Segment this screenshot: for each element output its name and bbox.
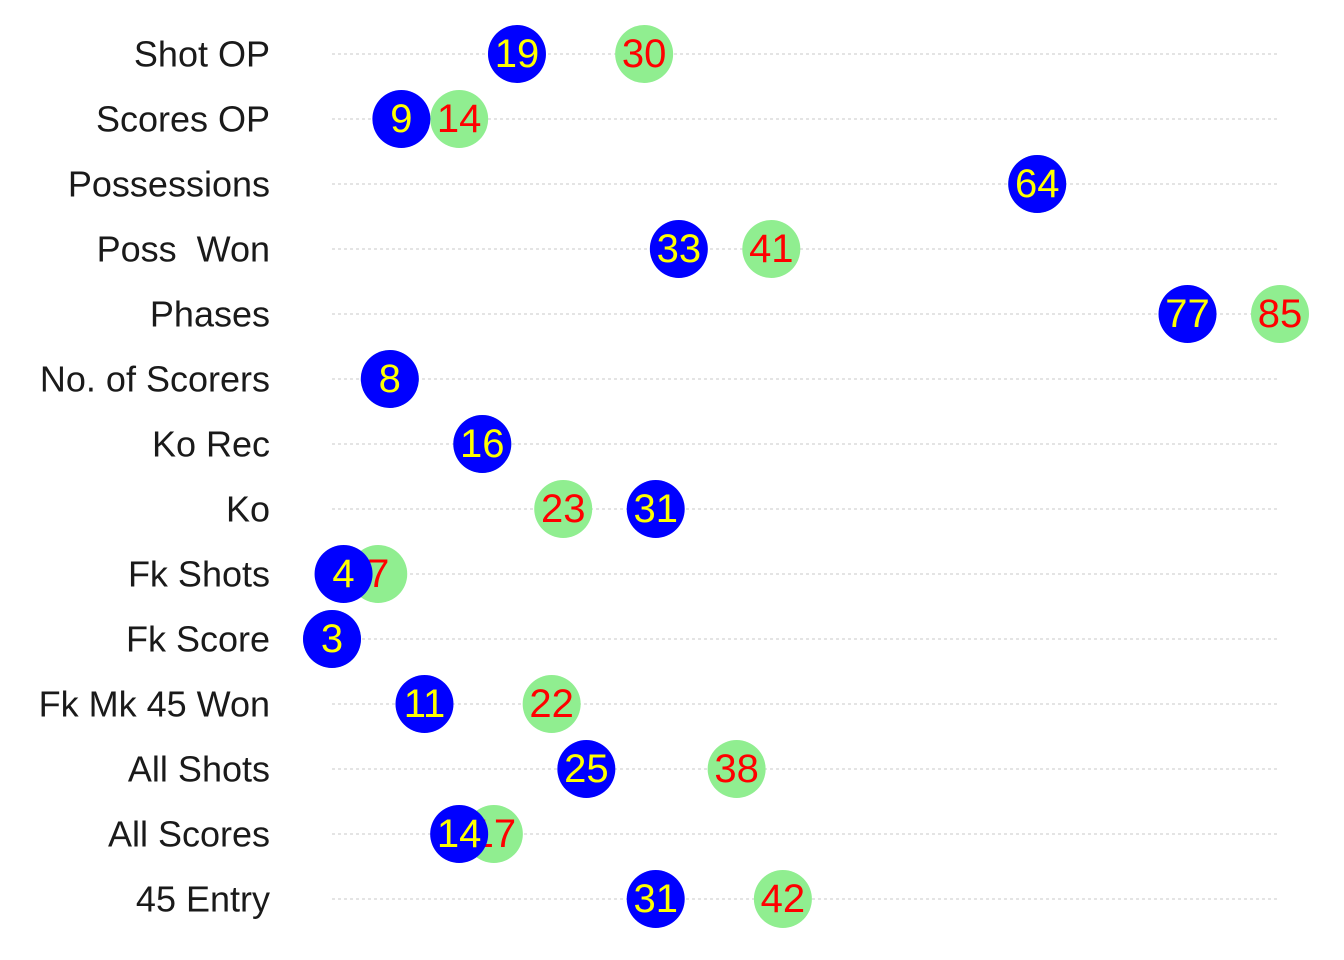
data-label: 42 <box>761 877 806 921</box>
data-label: 22 <box>529 682 574 726</box>
data-label: 14 <box>437 97 482 141</box>
data-point <box>1008 155 1067 213</box>
data-label: 85 <box>1258 292 1303 336</box>
category-label: Ko Rec <box>152 424 270 465</box>
data-points: 3014644185816237322381742199643377816314… <box>303 25 1309 928</box>
series-0: 3014644185816237322381742 <box>303 25 1309 928</box>
data-label: 4 <box>332 552 354 596</box>
grid-lines <box>332 53 1280 900</box>
category-labels: Shot OP Scores OP Possessions Poss Won Phase… <box>39 34 270 920</box>
category-label: 45 Entry <box>136 879 270 920</box>
data-label: 30 <box>622 32 667 76</box>
data-point <box>360 350 419 408</box>
data-point <box>615 25 674 83</box>
category-label: No. of Scorers <box>40 359 270 400</box>
data-point <box>487 25 546 83</box>
data-label: 11 <box>404 682 446 726</box>
data-label: 25 <box>564 747 609 791</box>
category-label: All Shots <box>128 749 270 790</box>
data-point <box>626 870 685 928</box>
data-label: 33 <box>657 227 702 271</box>
data-label: 77 <box>1165 292 1210 336</box>
category-label: Ko <box>226 489 270 530</box>
data-label: 41 <box>749 227 794 271</box>
data-label: 23 <box>541 487 586 531</box>
data-point <box>742 220 801 278</box>
data-point <box>707 740 766 798</box>
data-label: 31 <box>633 487 678 531</box>
data-point <box>372 90 431 148</box>
category-label: All Scores <box>108 814 270 855</box>
data-label: 38 <box>714 747 759 791</box>
data-point <box>430 805 489 863</box>
data-label: 7 <box>367 552 389 596</box>
category-label: Possessions <box>68 164 270 205</box>
category-label: Phases <box>150 294 270 335</box>
data-label: 16 <box>460 422 505 466</box>
data-label: 31 <box>633 877 678 921</box>
data-label: 9 <box>390 97 412 141</box>
data-point <box>395 675 454 733</box>
series-1: 19 9 64 33 77 8 16 31 4 3 11 25 14 31 <box>303 25 1217 928</box>
data-point <box>557 740 616 798</box>
data-point <box>626 480 685 538</box>
data-point <box>534 480 593 538</box>
data-label: 64 <box>1015 162 1060 206</box>
category-label: Scores OP <box>96 99 270 140</box>
data-point <box>522 675 581 733</box>
category-label: Shot OP <box>134 34 270 75</box>
data-label: 14 <box>437 812 482 856</box>
data-point <box>1251 285 1309 343</box>
data-label: 8 <box>379 357 401 401</box>
category-label: Fk Score <box>126 619 270 660</box>
category-label: Fk Shots <box>128 554 270 595</box>
data-label: 19 <box>495 32 540 76</box>
data-point <box>753 870 812 928</box>
data-point <box>303 610 361 668</box>
data-point <box>314 545 373 603</box>
data-point <box>649 220 708 278</box>
data-point <box>453 415 512 473</box>
data-point <box>430 90 489 148</box>
category-label: Poss Won <box>97 229 270 270</box>
data-point <box>1158 285 1217 343</box>
category-label: Fk Mk 45 Won <box>39 684 270 725</box>
data-label: 3 <box>321 617 343 661</box>
